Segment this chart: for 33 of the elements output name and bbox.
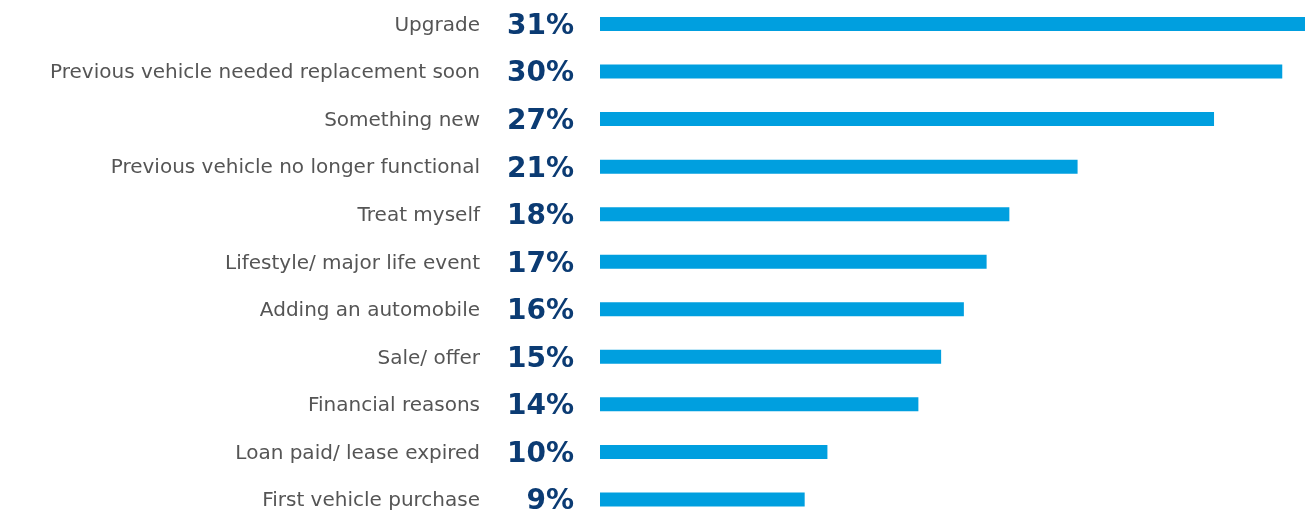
bar (600, 207, 1010, 222)
data-label: 21% (506, 150, 574, 184)
bar (600, 444, 828, 459)
data-label: 17% (506, 245, 574, 279)
y-tick-label: Previous vehicle no longer functional (110, 154, 480, 179)
data-label: 10% (506, 435, 574, 469)
y-tick-label: Adding an automobile (259, 297, 480, 322)
y-tick-label: Loan paid/ lease expired (235, 439, 480, 464)
data-label: 18% (506, 198, 574, 232)
bar (600, 17, 1305, 31)
y-tick-label: Upgrade (394, 11, 480, 36)
data-label: 9% (526, 483, 574, 517)
data-label: 16% (506, 293, 574, 327)
data-label: 27% (506, 103, 574, 137)
bar (600, 349, 942, 364)
y-tick-label: First vehicle purchase (262, 487, 480, 512)
bar (600, 159, 1078, 174)
bar (600, 397, 919, 412)
y-tick-label: Financial reasons (307, 392, 480, 417)
data-label: 31% (506, 7, 574, 41)
y-tick-label: Something new (324, 106, 480, 131)
data-label: 15% (506, 340, 574, 374)
bar (600, 254, 987, 269)
y-tick-label: Previous vehicle needed replacement soon (50, 59, 480, 84)
y-tick-label: Treat myself (356, 201, 481, 226)
bar (600, 112, 1215, 127)
y-tick-label: Lifestyle/ major life event (225, 249, 481, 274)
bar (600, 302, 964, 317)
data-label: 30% (506, 55, 574, 89)
y-tick-label: Sale/ offer (377, 344, 481, 369)
data-label: 14% (506, 388, 574, 422)
bar (600, 492, 805, 507)
bar (600, 64, 1283, 79)
